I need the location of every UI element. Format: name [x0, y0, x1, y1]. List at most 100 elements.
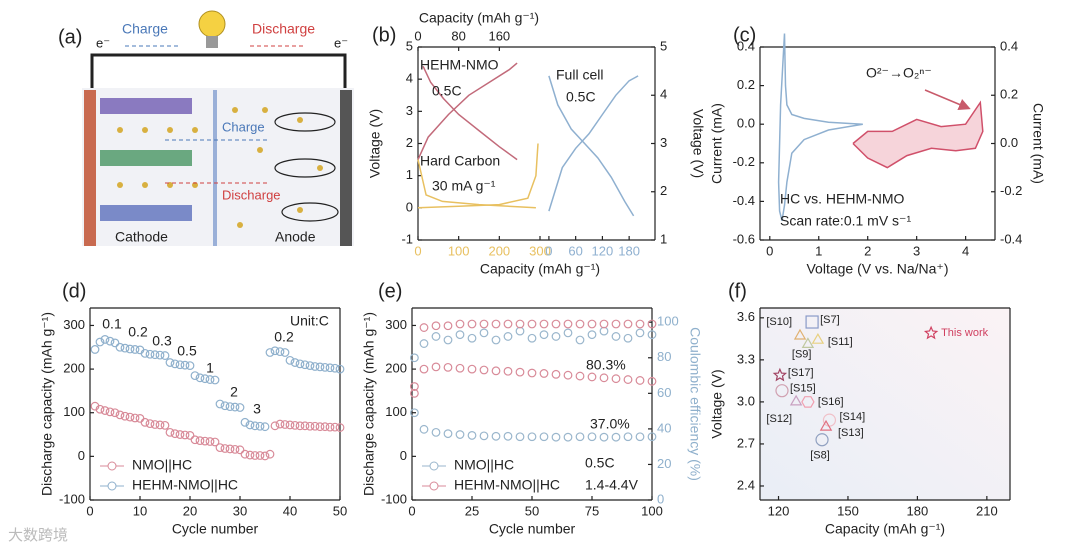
point: [275, 419, 285, 429]
point: [230, 444, 240, 454]
arrow: [924, 89, 971, 111]
legend-label: NMO||HC: [454, 457, 514, 473]
x-tick-label: 3: [913, 243, 920, 258]
point: [467, 333, 477, 343]
anode-label: Anode: [275, 229, 316, 245]
y-axis-label: Voltage (V): [709, 369, 725, 438]
point: [563, 328, 573, 338]
x-tick-label: 30: [233, 503, 247, 518]
charge-label: Charge: [222, 119, 265, 134]
point: [410, 382, 419, 391]
point: [467, 319, 477, 329]
point: [419, 364, 429, 374]
point: [300, 421, 310, 431]
point: [623, 432, 633, 442]
point: [180, 430, 190, 440]
legend-label: HEHM-NMO||HC: [132, 477, 238, 493]
chart-panel: 0 60 120 180 1 2 3 4 5 Voltage (V) Full cell 0.5C: [540, 38, 706, 258]
point: [647, 330, 657, 340]
panel-label: (b): [372, 24, 396, 46]
x-tick-label: 20: [183, 503, 197, 518]
curve: [417, 62, 518, 160]
y-tick-label: 5: [406, 38, 413, 53]
y-tick-label: -0.2: [733, 154, 755, 169]
point: [315, 422, 325, 432]
x-axis-label: Cycle number: [172, 521, 259, 537]
curve: [417, 143, 539, 209]
x-tick-label: 300: [529, 243, 551, 258]
point: [563, 319, 573, 329]
x-tick-label: 75: [585, 503, 599, 518]
x-tick-label: 40: [283, 503, 297, 518]
point: [225, 402, 235, 412]
annotation: 2: [230, 384, 238, 400]
point: [551, 369, 561, 379]
point: [255, 421, 265, 431]
point: [539, 369, 549, 378]
layer: [100, 98, 192, 114]
point: [539, 330, 549, 340]
electron: e⁻: [334, 35, 348, 50]
x2-axis-label: Capacity (mAh g⁻¹): [419, 10, 539, 26]
point: [811, 333, 825, 344]
point: [515, 367, 525, 377]
x-tick-label: 180: [618, 243, 640, 258]
y2-tick-label: 20: [657, 456, 671, 471]
y2-tick-label: 0: [657, 491, 664, 506]
point: [160, 420, 170, 430]
y-tick-label: 2.7: [737, 435, 755, 450]
annotation: 0.5: [177, 343, 197, 359]
point: [587, 319, 597, 329]
point-label: [S14]: [839, 411, 865, 423]
point: [190, 435, 200, 445]
point: [120, 343, 130, 353]
point: [330, 422, 340, 432]
point: [491, 335, 501, 345]
point: [185, 361, 195, 371]
y2-tick-label: 4: [660, 87, 667, 102]
panel-label: (f): [728, 280, 747, 302]
point: [491, 319, 501, 329]
point: [491, 431, 501, 441]
annotation: 30 mA g⁻¹: [432, 178, 496, 194]
point: [647, 432, 657, 442]
point: [120, 411, 130, 421]
point: [599, 319, 609, 329]
point: [130, 345, 140, 354]
point: [431, 332, 441, 341]
point: [775, 384, 789, 398]
point: [431, 321, 441, 331]
point-label: [S12]: [766, 413, 792, 425]
panel-label: (e): [378, 280, 402, 302]
point: [635, 319, 645, 329]
point: [115, 342, 125, 352]
point: [100, 406, 110, 415]
point: [205, 437, 215, 446]
legend-marker: [429, 481, 439, 491]
point: [315, 362, 325, 372]
point: [623, 333, 633, 343]
point-label: [S16]: [818, 396, 844, 408]
point: [285, 420, 295, 430]
y2-tick-label: 0.0: [1000, 135, 1018, 150]
y2-tick-label: 3: [660, 135, 667, 150]
point: [150, 350, 160, 360]
x-tick-label: 50: [525, 503, 539, 518]
y2-axis-label: Coulombic efficiency (%): [687, 327, 703, 481]
y2-tick-label: 0.2: [1000, 87, 1018, 102]
point: [587, 330, 597, 340]
y-tick-label: 200: [63, 361, 85, 376]
annotation: Hard Carbon: [420, 153, 500, 169]
y2-tick-label: 1: [660, 231, 667, 246]
point: [305, 361, 315, 371]
point: [410, 353, 419, 363]
y2-tick-label: -0.2: [1000, 183, 1022, 198]
point: [801, 337, 815, 348]
layer: [100, 150, 192, 166]
annotation: HC vs. HEHM-NMO: [780, 191, 905, 207]
point: [90, 345, 100, 354]
point: [280, 420, 290, 429]
annotation: 1: [206, 360, 214, 376]
point: [195, 436, 205, 446]
